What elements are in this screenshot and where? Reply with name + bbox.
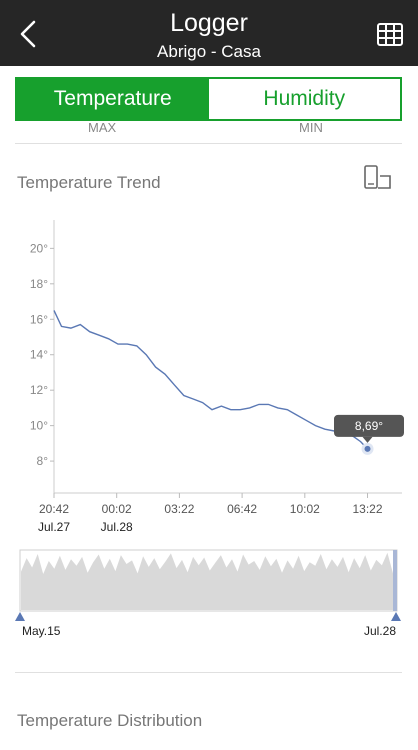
min-label: MIN: [299, 123, 323, 135]
x-tick-label: 13:22: [353, 502, 383, 516]
max-label-clip: MAX: [88, 123, 128, 137]
chevron-left-icon: [20, 20, 36, 48]
distribution-section-title: Temperature Distribution: [17, 711, 203, 730]
min-label-clip: MIN: [299, 123, 339, 137]
range-handle-right[interactable]: [391, 612, 401, 621]
rotate-screen-button[interactable]: [362, 164, 394, 192]
divider: [15, 672, 402, 673]
y-tick-label: 10°: [30, 419, 48, 433]
y-tick-label: 12°: [30, 383, 48, 397]
tooltip-value: 8,69°: [355, 419, 383, 433]
measurement-tabs: Temperature Humidity: [15, 77, 402, 121]
range-handle-left[interactable]: [15, 612, 25, 621]
selected-point[interactable]: [364, 445, 371, 452]
range-overview-chart[interactable]: May.15 Jul.28: [0, 545, 418, 645]
tooltip-box: [334, 414, 404, 437]
range-handle-right-bar[interactable]: [393, 550, 397, 611]
x-tick-label: 00:02: [102, 502, 132, 516]
overview-end-label: Jul.28: [364, 624, 396, 638]
x-tick-label: 10:02: [290, 502, 320, 516]
y-tick-label: 8°: [37, 454, 49, 468]
tab-temperature[interactable]: Temperature: [17, 79, 209, 119]
y-tick-label: 20°: [30, 241, 48, 255]
tooltip-pointer: [362, 436, 373, 443]
x-date-label: Jul.27: [38, 520, 70, 534]
tab-humidity[interactable]: Humidity: [208, 79, 400, 119]
table-grid-icon: [377, 23, 403, 46]
series-line-temperature: [53, 310, 369, 450]
y-tick-label: 18°: [30, 277, 48, 291]
x-date-label: Jul.28: [101, 520, 133, 534]
x-tick-label: 20:42: [39, 502, 69, 516]
page-subtitle: Abrigo - Casa: [157, 42, 261, 61]
overview-area-series: [21, 552, 393, 610]
overview-start-label: May.15: [22, 624, 61, 638]
x-tick-label: 06:42: [227, 502, 257, 516]
phone-rotate-icon: [364, 165, 391, 189]
y-tick-label: 16°: [30, 312, 48, 326]
table-view-button[interactable]: [376, 20, 404, 48]
divider: [15, 143, 402, 144]
x-tick-label: 03:22: [164, 502, 194, 516]
back-button[interactable]: [14, 18, 44, 50]
page-title: Logger: [170, 9, 248, 37]
app-header: Logger Abrigo - Casa: [0, 0, 418, 66]
max-label: MAX: [88, 123, 117, 135]
trend-section-title: Temperature Trend: [17, 173, 161, 192]
y-tick-label: 14°: [30, 348, 48, 362]
temperature-trend-chart[interactable]: 20° 18° 16° 14° 12° 10° 8° 20:42 00:02 03:22 06:4…: [0, 205, 418, 535]
